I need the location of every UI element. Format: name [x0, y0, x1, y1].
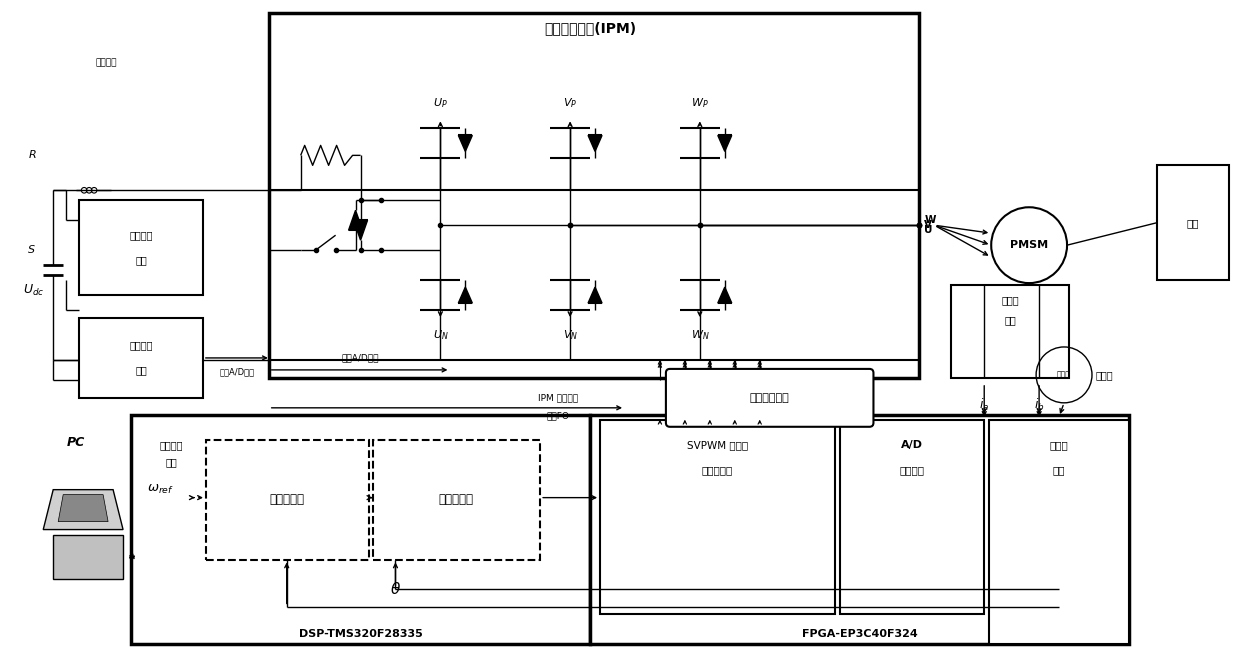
Polygon shape — [588, 136, 603, 151]
Text: 电流环控制: 电流环控制 — [439, 493, 474, 506]
Bar — [990, 420, 1128, 644]
Polygon shape — [459, 287, 472, 303]
Bar — [600, 420, 835, 614]
Bar — [951, 285, 1069, 378]
Text: 给定速度: 给定速度 — [159, 439, 182, 450]
Text: $U_P$: $U_P$ — [433, 96, 448, 110]
Text: U: U — [924, 225, 932, 235]
Text: V: V — [924, 220, 932, 230]
Text: $U_N$: $U_N$ — [433, 328, 448, 342]
Text: $\omega_{ref}$: $\omega_{ref}$ — [148, 483, 175, 496]
Text: DSP-TMS320F28335: DSP-TMS320F28335 — [299, 629, 423, 640]
Text: $i_a$: $i_a$ — [980, 397, 990, 413]
Text: SVPWM 发生器: SVPWM 发生器 — [687, 439, 748, 450]
Text: 检测: 检测 — [135, 255, 146, 265]
Polygon shape — [459, 136, 472, 151]
Bar — [1157, 166, 1229, 280]
Text: S: S — [27, 245, 35, 255]
Text: $V_P$: $V_P$ — [563, 96, 578, 110]
Bar — [53, 535, 123, 580]
Text: 编码器: 编码器 — [1058, 370, 1071, 379]
Text: 检测: 检测 — [135, 365, 146, 375]
Text: 母线电流: 母线电流 — [129, 340, 153, 350]
Bar — [269, 12, 919, 378]
Text: 磁耦隔离电路: 磁耦隔离电路 — [750, 393, 790, 403]
FancyBboxPatch shape — [666, 369, 873, 427]
Text: $\theta$: $\theta$ — [389, 582, 401, 597]
Text: 检测: 检测 — [1004, 315, 1016, 325]
Text: $W_N$: $W_N$ — [691, 328, 709, 342]
Text: 信号FO: 信号FO — [547, 411, 569, 421]
Text: 及故障保护: 及故障保护 — [702, 465, 733, 475]
Bar — [839, 420, 985, 614]
Text: FPGA-EP3C40F324: FPGA-EP3C40F324 — [801, 629, 918, 640]
Text: R: R — [29, 151, 36, 160]
Text: 智能功率模块(IPM): 智能功率模块(IPM) — [544, 22, 636, 36]
Text: $U_{dc}$: $U_{dc}$ — [22, 282, 43, 297]
Text: A/D: A/D — [901, 439, 923, 450]
Text: $V_N$: $V_N$ — [563, 328, 578, 342]
Polygon shape — [588, 287, 603, 303]
Text: $i_b$: $i_b$ — [1034, 397, 1044, 413]
Polygon shape — [348, 210, 362, 230]
Bar — [131, 415, 590, 644]
Bar — [79, 200, 203, 295]
Text: 编码器: 编码器 — [1050, 439, 1069, 450]
Text: 速度环控制: 速度环控制 — [270, 493, 305, 506]
Text: 母线电压: 母线电压 — [129, 230, 153, 240]
Text: 指令: 指令 — [165, 456, 177, 467]
Polygon shape — [58, 495, 108, 522]
Polygon shape — [718, 287, 732, 303]
Text: 编码器: 编码器 — [1095, 370, 1112, 380]
Text: PMSM: PMSM — [1011, 240, 1048, 250]
Bar — [590, 415, 1128, 644]
Text: 采集接口: 采集接口 — [899, 465, 924, 475]
Text: 相电流: 相电流 — [1002, 295, 1019, 305]
Text: $W_P$: $W_P$ — [691, 96, 708, 110]
Polygon shape — [353, 220, 367, 240]
Text: 接口: 接口 — [1053, 465, 1065, 475]
Text: 负载: 负载 — [1187, 218, 1199, 228]
Text: IPM 故障保护: IPM 故障保护 — [538, 393, 578, 402]
Text: W: W — [924, 215, 936, 225]
Polygon shape — [43, 490, 123, 529]
Bar — [372, 439, 541, 559]
Bar — [206, 439, 368, 559]
Text: 接到A/D接口: 接到A/D接口 — [342, 353, 379, 363]
Text: PC: PC — [67, 436, 86, 449]
Bar — [79, 318, 203, 398]
Polygon shape — [718, 136, 732, 151]
Text: 接到A/D接口: 接到A/D接口 — [219, 368, 254, 376]
Text: 过流保护: 过流保护 — [95, 58, 117, 67]
